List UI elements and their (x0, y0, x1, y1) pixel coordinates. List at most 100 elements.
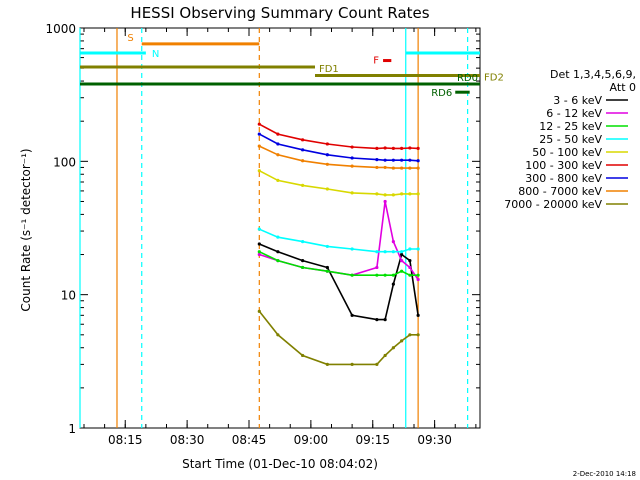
series-point (301, 259, 305, 263)
series-line (258, 243, 419, 321)
series-point (301, 138, 305, 142)
series-point (257, 252, 261, 257)
series-point (408, 146, 412, 150)
legend-entry-label: 3 - 6 keV (553, 94, 602, 107)
series-point (257, 309, 261, 313)
series-point (383, 199, 387, 204)
series-point (257, 122, 261, 126)
series-point (257, 144, 261, 148)
legend-entry-label: 800 - 7000 keV (518, 185, 602, 198)
series-point (416, 166, 420, 170)
series-point (375, 273, 379, 277)
x-tick-label: 09:15 (355, 433, 390, 447)
x-tick-label: 08:30 (170, 433, 205, 447)
series-point (350, 145, 354, 149)
series-point (391, 146, 395, 151)
series-point (276, 235, 280, 239)
series-point (391, 166, 395, 170)
chart-title: HESSI Observing Summary Count Rates (130, 4, 429, 22)
series-point (276, 132, 280, 136)
series-point (276, 142, 280, 146)
series-point (408, 247, 412, 251)
series-point (383, 146, 387, 150)
series-point (301, 183, 305, 187)
series-point (375, 146, 379, 151)
legend-entry-label: 100 - 300 keV (525, 159, 602, 172)
series-point (416, 247, 420, 251)
series-point (350, 313, 354, 317)
flag-label: N (152, 49, 159, 60)
series-point (383, 193, 387, 197)
series-point (276, 333, 280, 337)
y-tick-label: 10 (61, 289, 76, 303)
series-line (258, 169, 419, 196)
series-point (257, 227, 261, 231)
series-point (400, 250, 404, 254)
y-tick-label: 1 (68, 422, 76, 436)
legend-entry-label: 50 - 100 keV (532, 146, 602, 159)
flag-label: RD6 (431, 88, 452, 99)
series-point (383, 165, 387, 170)
series-point (375, 362, 379, 366)
legend-entry-label: 7000 - 20000 keV (504, 198, 602, 211)
flag-label: F (373, 56, 379, 67)
x-axis-label: Start Time (01-Dec-10 08:04:02) (182, 457, 378, 471)
series-point (400, 166, 404, 170)
series-point (391, 282, 395, 286)
series-point (383, 158, 387, 162)
series-point (391, 273, 395, 277)
series-point (350, 273, 354, 277)
series-point (408, 265, 412, 270)
series-point (257, 169, 261, 173)
series-point (416, 146, 420, 151)
series-point (257, 250, 261, 254)
series-point (408, 158, 412, 162)
flag-label: S (127, 33, 133, 44)
plot-frame (79, 27, 481, 429)
series-point (276, 178, 280, 182)
series-point (350, 191, 354, 195)
series-point (408, 166, 412, 170)
series-point (325, 265, 329, 270)
series-point (400, 269, 404, 273)
series-point (416, 273, 420, 277)
series-point (375, 158, 379, 162)
series-point (325, 142, 329, 146)
series-point (391, 158, 395, 162)
y-axis-label: Count Rate (s⁻¹ detector⁻¹) (19, 148, 33, 311)
series-point (276, 250, 280, 254)
series-point (391, 240, 395, 244)
series-point (350, 362, 354, 366)
flag-label: RD0 (457, 73, 478, 84)
y-tick-label: 1000 (45, 22, 76, 36)
series-point (416, 333, 420, 337)
series-point (301, 353, 305, 358)
series-point (416, 313, 420, 317)
series-point (301, 148, 305, 152)
series-point (325, 187, 329, 191)
series-point (276, 259, 280, 263)
series-point (325, 153, 329, 157)
series-point (400, 192, 404, 196)
series-point (416, 192, 420, 196)
flag-label: FD1 (319, 64, 339, 75)
series-point (383, 250, 387, 254)
series-point (400, 158, 404, 162)
series-point (375, 250, 379, 254)
series-point (325, 244, 329, 249)
series-point (408, 273, 412, 277)
series-point (301, 240, 305, 244)
flag-label: FD2 (484, 73, 504, 84)
series-point (350, 156, 354, 160)
series-point (383, 273, 387, 277)
x-tick-label: 08:45 (232, 433, 267, 447)
series-point (408, 333, 412, 337)
series-point (391, 193, 395, 197)
series-point (257, 242, 261, 246)
y-tick-label: 100 (53, 155, 76, 169)
series-point (325, 162, 329, 166)
series-point (383, 353, 387, 358)
series-point (400, 146, 404, 151)
x-tick-label: 08:15 (108, 433, 143, 447)
